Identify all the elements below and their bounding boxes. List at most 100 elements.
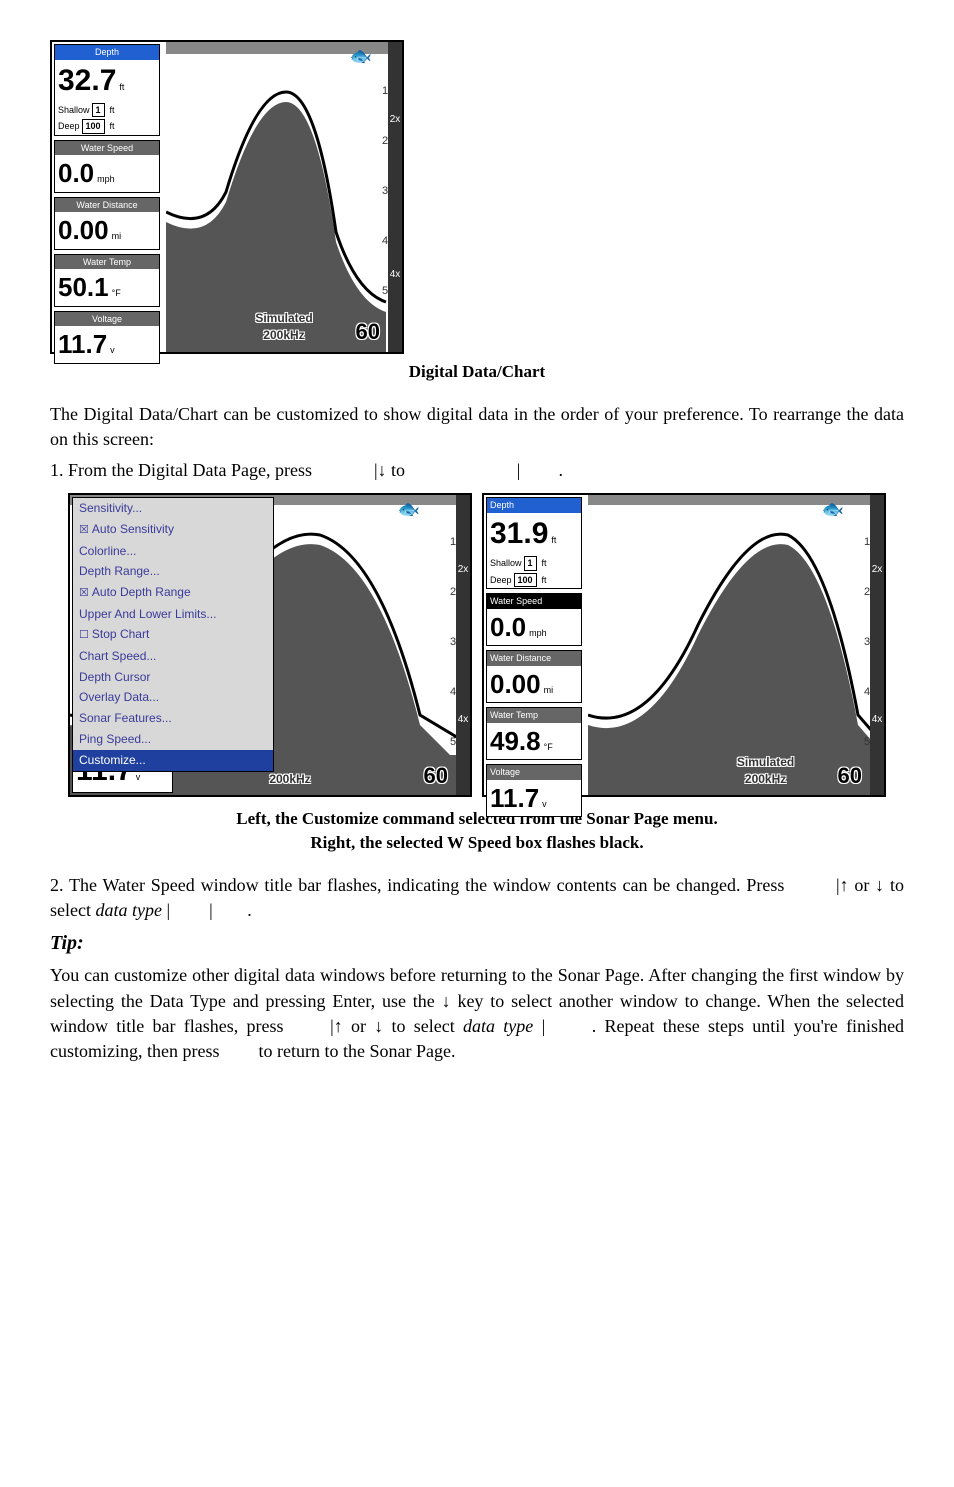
bottom-depth-3: 60: [838, 761, 862, 792]
zoom-bar-3: 2x 4x: [870, 495, 884, 795]
speed-value-text: 0.0: [58, 155, 94, 191]
dist-value-text-3: 0.00: [490, 666, 541, 702]
fish-icon: 🐟: [350, 44, 372, 69]
deep-unit-3: ft: [542, 574, 547, 587]
tip-heading: Tip:: [50, 929, 904, 957]
menu-upper-lower[interactable]: Upper And Lower Limits...: [73, 604, 273, 625]
depth-window: Depth 32.7ft Shallow1ft Deep100ft: [54, 44, 160, 136]
deep-label: Deep: [58, 120, 80, 133]
temp-unit: °F: [112, 287, 121, 300]
shallow-value: 1: [92, 103, 105, 118]
volt-unit-2: v: [136, 771, 141, 784]
para2-e: |: [209, 900, 213, 920]
step1-a: 1. From the Digital Data Page, press: [50, 460, 316, 480]
speed-window-3: Water Speed 0.0mph: [486, 593, 582, 646]
speed-value-3: 0.0mph: [487, 609, 581, 645]
caption-2: Left, the Customize command selected fro…: [50, 807, 904, 855]
volt-value-text: 11.7: [58, 326, 107, 362]
simulated-label-3: Simulated 200kHz: [737, 754, 794, 788]
zoom2-4x: 4x: [458, 713, 469, 727]
tip-d: |: [542, 1016, 546, 1036]
step1-b: |↓ to: [374, 460, 410, 480]
dist-header-3: Water Distance: [487, 651, 581, 666]
depth-value-text: 32.7: [58, 60, 116, 102]
fish-icon-2: 🐟: [398, 497, 420, 522]
speed-unit-3: mph: [529, 627, 547, 640]
menu-chart-speed[interactable]: Chart Speed...: [73, 646, 273, 667]
temp-value-text: 50.1: [58, 269, 109, 305]
menu-colorline[interactable]: Colorline...: [73, 541, 273, 562]
deep-row-3: Deep100ft: [487, 572, 581, 589]
para2-c: data type: [95, 900, 161, 920]
caption-1: Digital Data/Chart: [50, 360, 904, 384]
temp-value-text-3: 49.8: [490, 723, 541, 759]
caption-2a: Left, the Customize command selected fro…: [236, 809, 717, 828]
temp-window-3: Water Temp 49.8°F: [486, 707, 582, 760]
shallow-unit: ft: [110, 104, 115, 117]
dist-value-3: 0.00mi: [487, 666, 581, 702]
sonar-chart: 🐟 10 20 30 40 50 2x 4x Simulated 200kHz …: [166, 42, 402, 352]
zoom-4x: 4x: [390, 268, 401, 282]
speed-window: Water Speed 0.0mph: [54, 140, 160, 193]
menu-auto-sensitivity[interactable]: Auto Sensitivity: [73, 519, 273, 540]
speed-unit: mph: [97, 173, 115, 186]
depth-unit-3: ft: [551, 534, 556, 547]
figure-row: 🐟 10 20 30 40 50 2x 4x 200kHz 60 Sensiti…: [50, 493, 904, 797]
speed-value-text-3: 0.0: [490, 609, 526, 645]
tip-f: to return to the Sonar Page.: [258, 1041, 455, 1061]
distance-window: Water Distance 0.00mi: [54, 197, 160, 250]
temp-value-3: 49.8°F: [487, 723, 581, 759]
shallow-unit-3: ft: [542, 557, 547, 570]
volt-value-3: 11.7v: [487, 780, 581, 816]
temp-value: 50.1°F: [55, 269, 159, 305]
sonar-svg: [166, 42, 402, 352]
zoom3-4x: 4x: [872, 713, 883, 727]
menu-sensitivity[interactable]: Sensitivity...: [73, 498, 273, 519]
dist-value-text: 0.00: [58, 212, 109, 248]
menu-overlay-data[interactable]: Overlay Data...: [73, 687, 273, 708]
speed-value: 0.0mph: [55, 155, 159, 191]
sonar-screen-1: Depth 32.7ft Shallow1ft Deep100ft Water …: [50, 40, 404, 354]
volt-header-3: Voltage: [487, 765, 581, 780]
temp-unit-3: °F: [544, 741, 553, 754]
volt-header: Voltage: [55, 312, 159, 327]
dist-unit: mi: [112, 230, 122, 243]
shallow-row: Shallow1ft: [55, 102, 159, 119]
para2-a: 2. The Water Speed window title bar flas…: [50, 875, 790, 895]
depth-value-text-3: 31.9: [490, 513, 548, 555]
sonar-screen-3: Depth 31.9ft Shallow1ft Deep100ft Water …: [482, 493, 886, 797]
menu-depth-range[interactable]: Depth Range...: [73, 561, 273, 582]
depth-unit: ft: [119, 81, 124, 94]
freq-label-2: 200kHz: [269, 771, 310, 788]
bottom-depth-2: 60: [424, 761, 448, 792]
step-2: 2. The Water Speed window title bar flas…: [50, 873, 904, 923]
deep-value-3: 100: [514, 573, 537, 588]
menu-ping-speed[interactable]: Ping Speed...: [73, 729, 273, 750]
sonar-menu[interactable]: Sensitivity... Auto Sensitivity Colorlin…: [72, 497, 274, 771]
deep-row: Deep100 ft: [55, 118, 159, 135]
tip-body: You can customize other digital data win…: [50, 963, 904, 1064]
zoom3-2x: 2x: [872, 563, 883, 577]
caption-2b: Right, the selected W Speed box flashes …: [310, 833, 643, 852]
speed-header-3: Water Speed: [487, 594, 581, 609]
step1-c: |: [517, 460, 521, 480]
temp-header-3: Water Temp: [487, 708, 581, 723]
para2-d: |: [166, 900, 170, 920]
volt-value: 11.7v: [55, 326, 159, 362]
step-1: 1. From the Digital Data Page, press MEN…: [50, 458, 904, 483]
temp-header: Water Temp: [55, 255, 159, 270]
deep-unit: ft: [110, 120, 115, 133]
shallow-value-3: 1: [524, 556, 537, 571]
speed-header: Water Speed: [55, 141, 159, 156]
dist-value: 0.00mi: [55, 212, 159, 248]
menu-stop-chart[interactable]: Stop Chart: [73, 624, 273, 645]
menu-sonar-features[interactable]: Sonar Features...: [73, 708, 273, 729]
menu-depth-cursor[interactable]: Depth Cursor: [73, 667, 273, 688]
distance-window-3: Water Distance 0.00mi: [486, 650, 582, 703]
digital-data-sidebar-3: Depth 31.9ft Shallow1ft Deep100ft Water …: [484, 495, 584, 795]
digital-data-sidebar: Depth 32.7ft Shallow1ft Deep100ft Water …: [52, 42, 162, 352]
menu-customize[interactable]: Customize...: [73, 750, 273, 771]
menu-auto-depth-range[interactable]: Auto Depth Range: [73, 582, 273, 603]
bottom-depth: 60: [356, 317, 380, 348]
deep-value: 100: [82, 119, 105, 134]
